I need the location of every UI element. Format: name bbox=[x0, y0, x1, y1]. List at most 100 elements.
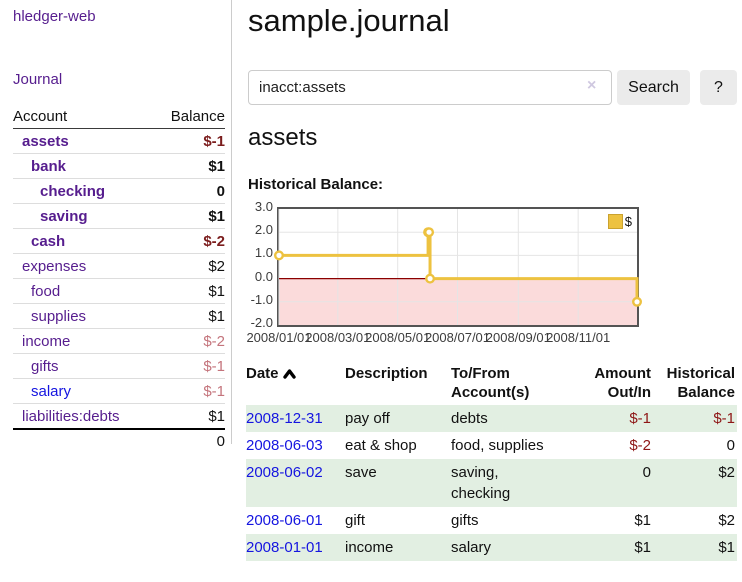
register-row: 2008-01-01 income salary $1 $1 bbox=[246, 534, 737, 561]
account-balance: $1 bbox=[208, 157, 225, 175]
sidebar-account-link-food[interactable]: food bbox=[31, 282, 61, 300]
chart-y-tick-label: 2.0 bbox=[254, 222, 273, 238]
chart-y-tick-label: -2.0 bbox=[250, 315, 273, 330]
sidebar-account-row: food $1 bbox=[13, 279, 225, 304]
account-balance: $-2 bbox=[203, 232, 225, 250]
chart-x-tick-label: 2008/11/01 bbox=[546, 330, 611, 345]
legend-label: $ bbox=[624, 214, 632, 229]
transaction-amount: $1 bbox=[634, 512, 651, 529]
sidebar-account-link-gifts[interactable]: gifts bbox=[31, 357, 59, 375]
register-row: 2008-06-03 eat & shop food, supplies $-2 0 bbox=[246, 432, 737, 459]
sidebar-account-row: liabilities:debts $1 bbox=[13, 404, 225, 428]
sidebar-account-link-saving[interactable]: saving bbox=[40, 207, 88, 225]
chart-data-point[interactable] bbox=[274, 250, 284, 261]
transaction-description: gift bbox=[345, 512, 366, 529]
sidebar-account-link-cash[interactable]: cash bbox=[31, 232, 66, 250]
transaction-date-link[interactable]: 2008-06-02 bbox=[246, 464, 323, 481]
sidebar-account-row: checking 0 bbox=[13, 179, 225, 204]
register-header-row: Date Description To/From Account(s) Amou… bbox=[246, 362, 737, 405]
search-input[interactable] bbox=[248, 70, 612, 105]
column-header-date-label: Date bbox=[246, 365, 279, 382]
transaction-date-link[interactable]: 2008-01-01 bbox=[246, 539, 323, 556]
journal-link[interactable]: Journal bbox=[13, 71, 63, 88]
transaction-balance: $2 bbox=[718, 464, 735, 481]
sidebar-account-link-salary[interactable]: salary bbox=[31, 382, 72, 400]
account-balance: $-1 bbox=[203, 382, 225, 400]
column-header-date[interactable]: Date bbox=[246, 362, 345, 405]
chart-legend: $ bbox=[607, 214, 632, 229]
transaction-accounts: saving, checking bbox=[451, 464, 511, 502]
transaction-date-link[interactable]: 2008-06-01 bbox=[246, 512, 323, 529]
transaction-description: pay off bbox=[345, 410, 390, 427]
sidebar-account-row: cash $-2 bbox=[13, 229, 225, 254]
column-header-balance: Historical Balance bbox=[666, 365, 735, 401]
historical-balance-chart: $3.0 2.0 1.0 0.0 -1.0 -2.0 2008/01/01 2008/03/0… bbox=[246, 199, 737, 348]
account-balance: $2 bbox=[208, 257, 225, 275]
sort-ascending-icon bbox=[282, 365, 296, 384]
account-balance: $-2 bbox=[203, 332, 225, 350]
account-balance: $1 bbox=[208, 407, 225, 425]
account-balance: $1 bbox=[208, 282, 225, 300]
column-header-accounts: To/From Account(s) bbox=[451, 365, 530, 401]
sidebar: hledger-web Journal Account Balance asse… bbox=[0, 0, 232, 450]
sidebar-account-row: gifts $-1 bbox=[13, 354, 225, 379]
sidebar-account-row: bank $1 bbox=[13, 154, 225, 179]
app-title-link[interactable]: hledger-web bbox=[13, 8, 96, 25]
account-heading: assets bbox=[248, 124, 318, 151]
transaction-accounts: salary bbox=[451, 539, 492, 556]
sidebar-account-row: supplies $1 bbox=[13, 304, 225, 329]
page-title: sample.journal bbox=[248, 3, 450, 38]
accounts-list: assets $-1 bank $1 checking 0 saving $1 cash $-2 e… bbox=[13, 129, 225, 428]
chart-x-tick-label: 2008/09/01 bbox=[485, 330, 551, 345]
chart-x-tick-label: 2008/05/01 bbox=[365, 330, 431, 345]
transaction-accounts: debts bbox=[451, 410, 488, 427]
search-form: × Search ? bbox=[248, 70, 737, 105]
accounts-header-balance: Balance bbox=[170, 108, 225, 125]
chart-y-tick-label: 0.0 bbox=[254, 268, 273, 284]
chart-y-tick-label: -1.0 bbox=[250, 291, 273, 307]
sidebar-account-row: income $-2 bbox=[13, 329, 225, 354]
register-row: 2008-06-02 save saving, checking 0 $2 bbox=[246, 459, 737, 507]
transaction-date-link[interactable]: 2008-12-31 bbox=[246, 410, 323, 427]
transaction-amount: $1 bbox=[634, 539, 651, 556]
sidebar-account-link-bank[interactable]: bank bbox=[31, 157, 67, 175]
transaction-balance: 0 bbox=[726, 437, 735, 454]
chart-y-tick-label: 3.0 bbox=[254, 199, 273, 214]
help-button[interactable]: ? bbox=[700, 70, 737, 105]
transaction-balance: $-1 bbox=[713, 410, 735, 427]
sidebar-account-link-checking[interactable]: checking bbox=[40, 182, 106, 200]
transaction-date-link[interactable]: 2008-06-03 bbox=[246, 437, 323, 454]
chart-x-tick-label: 2008/07/01 bbox=[424, 330, 491, 345]
clear-search-icon[interactable]: × bbox=[587, 77, 597, 94]
sidebar-account-link-expenses[interactable]: expenses bbox=[22, 257, 87, 275]
transaction-amount: 0 bbox=[642, 464, 651, 481]
legend-swatch-icon bbox=[607, 214, 623, 229]
transaction-amount: $-1 bbox=[629, 410, 651, 427]
chart-data-point[interactable] bbox=[425, 273, 436, 284]
accounts-panel: Account Balance assets $-1 bank $1 checking 0… bbox=[13, 106, 225, 454]
register-row: 2008-06-01 gift gifts $1 $2 bbox=[246, 507, 737, 534]
chart-data-point[interactable] bbox=[632, 296, 643, 307]
sidebar-account-row: assets $-1 bbox=[13, 129, 225, 154]
account-balance: $1 bbox=[208, 207, 225, 225]
search-button[interactable]: Search bbox=[617, 70, 690, 105]
transaction-description: eat & shop bbox=[345, 437, 417, 454]
chart-section-label: Historical Balance: bbox=[248, 176, 384, 193]
transaction-balance: $1 bbox=[718, 539, 735, 556]
transaction-description: income bbox=[345, 539, 394, 556]
sidebar-account-row: salary $-1 bbox=[13, 379, 225, 404]
transaction-amount: $-2 bbox=[629, 437, 651, 454]
transaction-description: save bbox=[345, 464, 377, 481]
sidebar-account-link-supplies[interactable]: supplies bbox=[31, 307, 87, 325]
transaction-accounts: food, supplies bbox=[451, 437, 544, 454]
chart-data-point[interactable] bbox=[424, 227, 435, 238]
sidebar-account-row: expenses $2 bbox=[13, 254, 225, 279]
sidebar-account-link-liabilities-debts[interactable]: liabilities:debts bbox=[22, 407, 120, 425]
chart-plot-area: $ bbox=[274, 207, 643, 327]
sidebar-account-link-assets[interactable]: assets bbox=[22, 132, 69, 150]
account-balance: $-1 bbox=[203, 132, 225, 150]
sidebar-account-link-income[interactable]: income bbox=[22, 332, 71, 350]
chart-x-tick-label: 2008/01/01 bbox=[246, 330, 312, 345]
register-row: 2008-12-31 pay off debts $-1 $-1 bbox=[246, 405, 737, 432]
sidebar-account-row: saving $1 bbox=[13, 204, 225, 229]
